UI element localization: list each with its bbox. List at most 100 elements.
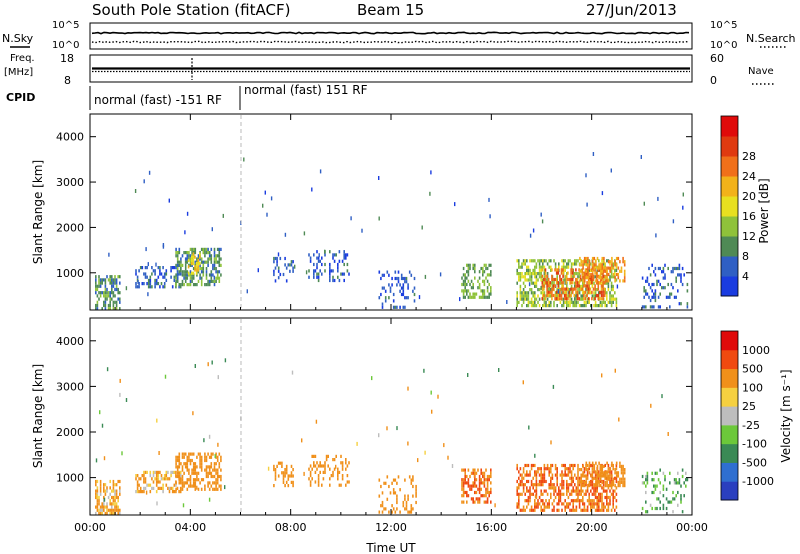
data-cell [596, 508, 598, 512]
data-cell [290, 464, 293, 468]
data-cell [619, 279, 621, 283]
data-cell [529, 492, 531, 496]
data-cell [112, 489, 115, 493]
data-cell [645, 484, 647, 488]
data-cell [181, 270, 184, 274]
data-cell [659, 500, 661, 504]
data-cell [559, 499, 562, 503]
data-cell [181, 478, 184, 482]
data-cell [643, 286, 645, 290]
data-cell [99, 291, 102, 295]
data-cell [524, 278, 526, 282]
data-cell [585, 489, 587, 493]
data-cell [567, 291, 570, 295]
data-cell [599, 263, 602, 267]
data-cell [524, 463, 526, 468]
data-cell [483, 494, 486, 498]
data-cell [119, 511, 121, 516]
data-cell [602, 505, 605, 509]
data-cell [578, 505, 581, 509]
data-cell [653, 295, 655, 299]
data-cell [571, 271, 574, 275]
noise-cell [294, 264, 296, 269]
noise-cell [650, 403, 652, 408]
noise-cell [640, 155, 642, 159]
data-cell [521, 492, 523, 496]
data-cell [461, 282, 463, 287]
data-cell [596, 486, 598, 490]
data-cell [544, 297, 547, 301]
data-cell [554, 268, 556, 272]
data-cell [184, 465, 187, 469]
data-cell [602, 293, 604, 298]
data-cell [516, 297, 518, 301]
data-cell [551, 476, 554, 480]
data-cell [329, 272, 331, 276]
data-cell [569, 463, 571, 468]
data-cell [488, 273, 490, 277]
data-cell [469, 487, 471, 491]
noise-cell [99, 410, 101, 415]
data-cell [332, 253, 334, 257]
data-cell [596, 499, 598, 503]
data-cell [583, 276, 586, 280]
data-cell [534, 300, 536, 304]
data-cell [582, 474, 584, 478]
data-cell [586, 291, 589, 295]
data-cell [534, 297, 536, 301]
data-cell [578, 275, 581, 279]
data-cell [534, 294, 536, 298]
data-cell [579, 287, 582, 291]
data-cell [490, 490, 492, 495]
data-cell [292, 480, 294, 484]
data-cell [462, 500, 465, 504]
data-cell [590, 502, 592, 506]
data-cell [189, 257, 192, 261]
data-cell [587, 263, 589, 267]
data-cell [115, 287, 118, 292]
data-cell [486, 273, 489, 277]
data-cell [143, 474, 145, 478]
data-cell [606, 281, 608, 285]
data-cell [98, 275, 100, 279]
data-cell [603, 290, 606, 294]
data-cell [542, 479, 544, 484]
data-cell [276, 260, 278, 264]
data-cell [135, 285, 137, 289]
data-cell [405, 296, 408, 300]
nsky-tick-bottom: 10^0 [52, 40, 79, 51]
data-cell [588, 268, 590, 272]
data-cell [612, 492, 614, 496]
freq-panel-frame [89, 54, 693, 83]
data-cell [212, 273, 214, 277]
data-cell [546, 274, 548, 278]
data-cell [583, 256, 586, 261]
data-cell [648, 282, 650, 287]
data-cell [163, 477, 166, 481]
data-cell [615, 256, 618, 261]
data-cell [570, 479, 573, 484]
data-cell [111, 297, 113, 301]
data-cell [594, 297, 596, 301]
data-cell [649, 298, 652, 303]
data-cell [602, 483, 605, 487]
data-cell [333, 467, 336, 471]
data-cell [216, 487, 219, 491]
data-cell [615, 463, 618, 468]
data-cell [597, 281, 600, 285]
data-cell [103, 303, 105, 308]
data-cell [210, 462, 213, 466]
data-cell [535, 489, 538, 493]
data-cell [175, 263, 177, 267]
data-cell [404, 280, 406, 284]
data-cell [412, 475, 414, 479]
data-cell [325, 454, 328, 458]
data-cell [615, 467, 618, 471]
data-cell [480, 471, 482, 475]
data-cell [562, 479, 565, 484]
noise-cell [667, 432, 669, 436]
data-cell [623, 263, 626, 267]
data-cell [139, 490, 142, 494]
data-cell [591, 479, 594, 484]
data-cell [154, 272, 156, 276]
